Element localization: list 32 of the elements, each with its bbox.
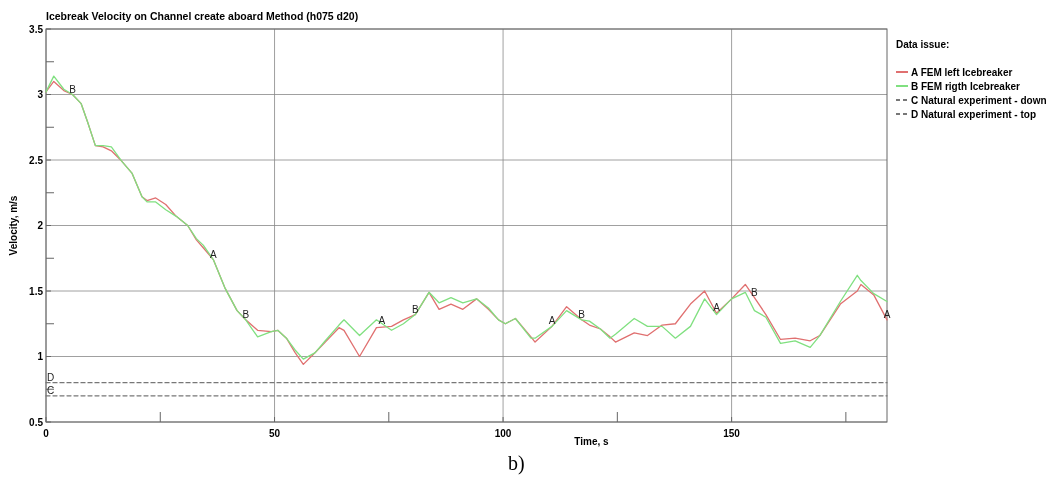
annotation: B [411, 303, 419, 315]
y-tick-label: 0.5 [29, 416, 44, 428]
annotation: B [578, 308, 586, 320]
y-tick-label: 1 [37, 351, 44, 362]
annotation: A [548, 315, 556, 327]
annotation: C [47, 384, 55, 396]
y-axis-title: Velocity, m/s [8, 195, 19, 256]
annotation: A [883, 308, 891, 320]
x-tick-label: 150 [723, 428, 741, 439]
annotation: B [751, 286, 759, 298]
annotation: A [713, 302, 721, 314]
y-tick-label: 2.5 [29, 154, 44, 166]
y-tick-label: 3 [37, 89, 44, 100]
legend-label: D Natural experiment - top [911, 109, 1037, 120]
y-tick-label: 3.5 [29, 23, 44, 35]
annotation: B [69, 83, 77, 95]
annotation: A [209, 248, 217, 260]
legend-label: A FEM left Icebreaker [911, 67, 1013, 78]
annotation: A [378, 315, 386, 327]
y-tick-label: 2 [37, 220, 44, 231]
legend-label: C Natural experiment - down [911, 95, 1047, 106]
legend-label: B FEM rigth Icebreaker [911, 81, 1021, 92]
annotation: B [242, 308, 250, 320]
legend-title: Data issue: [896, 39, 950, 50]
text: b) [508, 452, 525, 475]
x-axis-title: Time, s [574, 436, 610, 447]
chart-title: Icebreak Velocity on Channel create aboard Method (h075 d20) [46, 10, 359, 22]
y-tick-label: 1.5 [29, 285, 44, 297]
x-tick-label: 100 [494, 428, 512, 439]
annotation: D [47, 371, 55, 383]
x-tick-label: 0 [43, 428, 50, 439]
x-tick-label: 50 [268, 428, 281, 439]
